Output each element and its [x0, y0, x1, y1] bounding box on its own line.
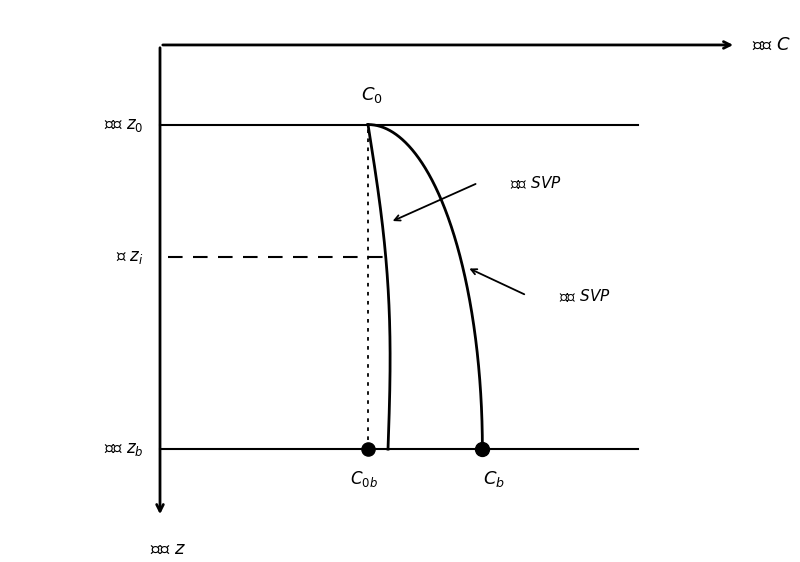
- Point: [362, 445, 374, 454]
- Text: 声速 $C$: 声速 $C$: [752, 36, 790, 54]
- Text: 层面 $z_0$: 层面 $z_0$: [105, 116, 144, 134]
- Text: $C_b$: $C_b$: [483, 469, 506, 489]
- Text: $C_0$: $C_0$: [361, 85, 383, 105]
- Text: 深度 $z$: 深度 $z$: [150, 540, 186, 558]
- Text: $C_{0b}$: $C_{0b}$: [350, 469, 378, 489]
- Text: 等效 $SVP$: 等效 $SVP$: [558, 287, 610, 304]
- Point: [476, 445, 489, 454]
- Text: 实际 $SVP$: 实际 $SVP$: [510, 174, 562, 191]
- Text: 层 $z_i$: 层 $z_i$: [116, 248, 144, 266]
- Text: 层底 $z_b$: 层底 $z_b$: [104, 440, 144, 458]
